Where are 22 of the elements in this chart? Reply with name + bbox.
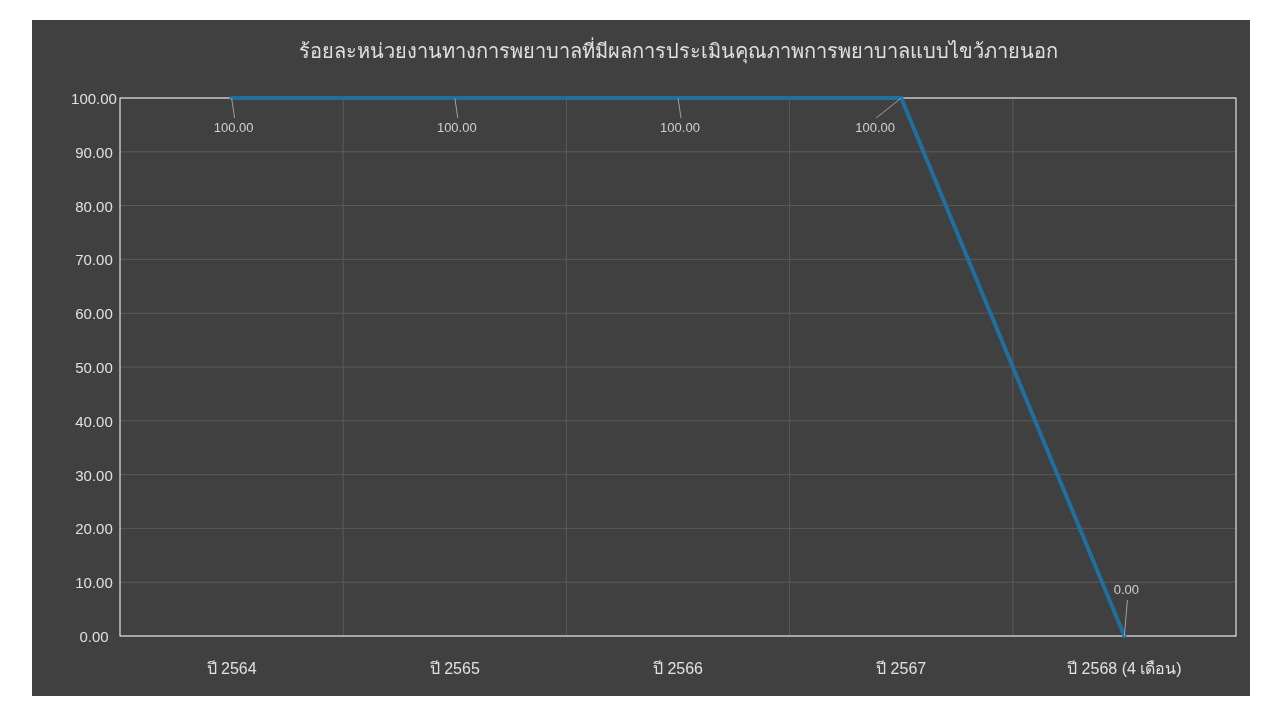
- x-tick-label: ปี 2564: [206, 660, 257, 677]
- data-label: 100.00: [436, 120, 477, 135]
- y-tick-label: 70.00: [75, 251, 113, 269]
- data-label: 100.00: [855, 120, 896, 135]
- y-tick-label: 30.00: [75, 466, 113, 484]
- x-tick-label: ปี 2567: [876, 660, 927, 677]
- data-label: 100.00: [660, 120, 700, 135]
- data-label: 100.00: [213, 120, 254, 135]
- y-tick-label: 100.00: [71, 90, 117, 107]
- y-tick-label: 20.00: [75, 520, 113, 538]
- data-label: 0.00: [1113, 582, 1140, 597]
- y-tick-label: 90.00: [75, 143, 113, 161]
- chart-title: ร้อยละหน่วยงานทางการพยาบาลที่มีผลการประเมินคุณภาพการพยาบาลแบบไขว้ภายนอก: [298, 37, 1058, 64]
- x-tick-label: ปี 2568 (4 เดือน): [1067, 660, 1182, 677]
- y-tick-label: 60.00: [75, 305, 113, 323]
- y-tick-label: 0.00: [79, 628, 109, 645]
- y-tick-label: 40.00: [75, 412, 113, 430]
- y-tick-label: 10.00: [75, 574, 113, 592]
- x-tick-label: ปี 2565: [429, 660, 480, 677]
- y-tick-label: 50.00: [75, 359, 113, 376]
- x-tick-label: ปี 2566: [652, 660, 704, 677]
- y-tick-label: 80.00: [75, 197, 113, 215]
